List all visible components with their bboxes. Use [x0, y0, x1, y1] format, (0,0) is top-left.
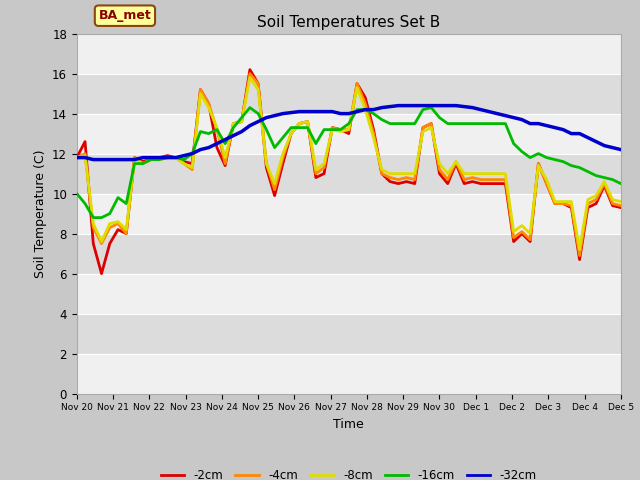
Title: Soil Temperatures Set B: Soil Temperatures Set B: [257, 15, 440, 30]
-32cm: [122, 156, 130, 162]
-8cm: [617, 199, 625, 204]
Line: -16cm: -16cm: [77, 108, 621, 217]
Bar: [77, 354, 621, 394]
-32cm: [584, 135, 591, 141]
Bar: [77, 274, 621, 313]
-16cm: [312, 141, 319, 146]
-16cm: [246, 105, 253, 110]
-2cm: [98, 271, 106, 276]
-4cm: [73, 155, 81, 160]
-8cm: [328, 127, 336, 132]
-2cm: [502, 180, 509, 186]
Line: -4cm: -4cm: [77, 73, 621, 255]
-32cm: [147, 155, 155, 160]
Bar: [77, 114, 621, 154]
-8cm: [493, 171, 501, 177]
Bar: [77, 73, 621, 114]
-8cm: [139, 161, 147, 167]
-8cm: [304, 119, 312, 124]
-2cm: [584, 204, 591, 210]
Line: -2cm: -2cm: [77, 70, 621, 274]
-2cm: [246, 67, 253, 72]
-4cm: [114, 221, 122, 227]
-4cm: [328, 125, 336, 131]
-4cm: [617, 203, 625, 208]
-16cm: [584, 168, 591, 174]
Bar: [77, 193, 621, 234]
Legend: -2cm, -4cm, -8cm, -16cm, -32cm: -2cm, -4cm, -8cm, -16cm, -32cm: [156, 464, 541, 480]
-32cm: [394, 103, 402, 108]
-16cm: [90, 215, 97, 220]
-32cm: [90, 156, 97, 162]
Bar: [77, 313, 621, 354]
Text: BA_met: BA_met: [99, 9, 151, 22]
Bar: [77, 34, 621, 73]
-32cm: [73, 155, 81, 160]
-2cm: [73, 155, 81, 160]
-16cm: [617, 180, 625, 186]
-16cm: [122, 201, 130, 206]
-4cm: [139, 161, 147, 167]
X-axis label: Time: Time: [333, 418, 364, 431]
-2cm: [147, 156, 155, 162]
-32cm: [502, 113, 509, 119]
Bar: [77, 234, 621, 274]
-8cm: [114, 219, 122, 225]
-2cm: [122, 231, 130, 237]
-32cm: [328, 108, 336, 114]
-8cm: [576, 247, 584, 252]
-2cm: [312, 175, 319, 180]
Y-axis label: Soil Temperature (C): Soil Temperature (C): [33, 149, 47, 278]
-16cm: [147, 156, 155, 162]
-4cm: [576, 252, 584, 258]
-2cm: [337, 127, 344, 132]
-32cm: [617, 147, 625, 153]
-32cm: [304, 108, 312, 114]
-16cm: [337, 127, 344, 132]
-4cm: [584, 201, 591, 206]
-4cm: [493, 177, 501, 182]
-16cm: [73, 191, 81, 196]
-16cm: [502, 120, 509, 126]
Line: -8cm: -8cm: [77, 78, 621, 250]
-4cm: [246, 71, 253, 76]
Bar: [77, 154, 621, 193]
-8cm: [73, 155, 81, 160]
-2cm: [617, 204, 625, 210]
Line: -32cm: -32cm: [77, 106, 621, 159]
-4cm: [304, 119, 312, 124]
-8cm: [584, 197, 591, 203]
-8cm: [246, 75, 253, 81]
